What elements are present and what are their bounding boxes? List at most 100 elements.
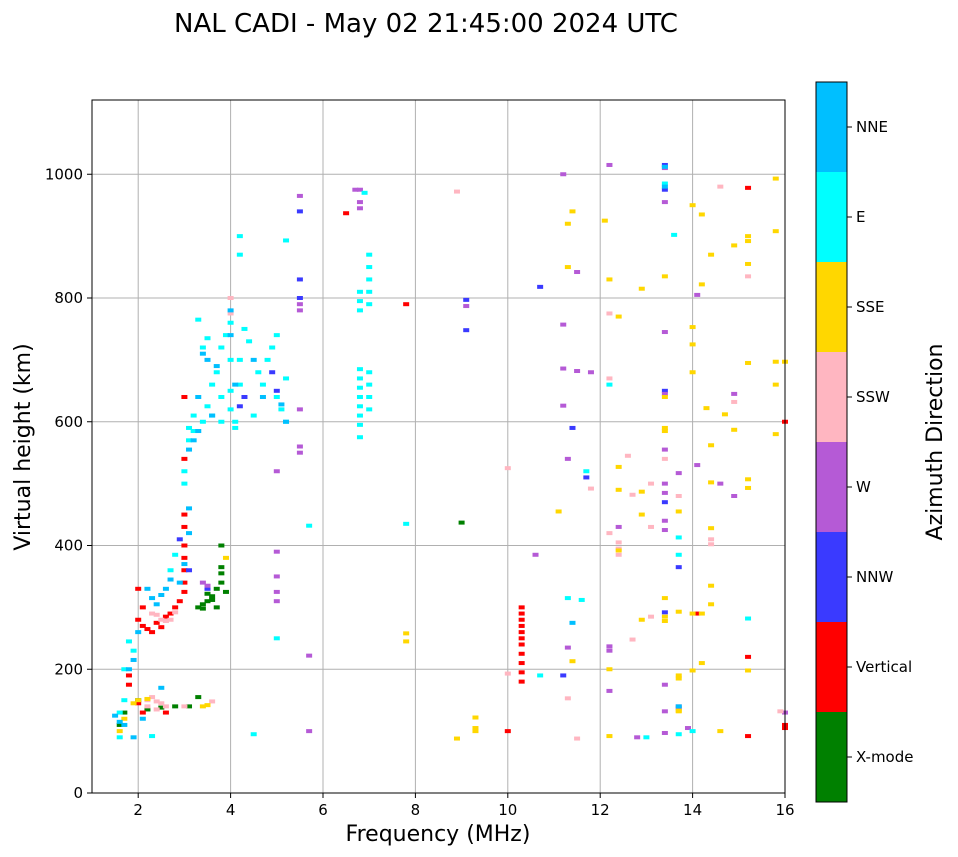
data-point-sse (403, 631, 410, 636)
data-point-e (643, 735, 650, 740)
data-point-w (273, 574, 280, 579)
data-point-nnw (583, 475, 590, 480)
data-point-ssw (167, 617, 174, 622)
data-point-w (560, 403, 567, 408)
data-point-nne (204, 357, 211, 362)
data-point-e (356, 413, 363, 418)
data-point-sse (615, 487, 622, 492)
data-point-sse (708, 583, 715, 588)
data-point-nne (176, 580, 183, 585)
data-point-e (167, 568, 174, 573)
data-point-e (356, 395, 363, 399)
data-point-ssw (629, 637, 636, 642)
data-point-e (186, 438, 193, 443)
data-point-e (366, 265, 373, 270)
data-point-w (273, 589, 280, 594)
data-point-vertical (181, 589, 188, 594)
data-point-sse (638, 489, 645, 494)
data-point-sse (745, 485, 752, 490)
data-point-vertical (518, 617, 525, 622)
data-point-sse (745, 360, 752, 365)
data-point-e (366, 289, 373, 294)
data-point-w (306, 653, 313, 658)
data-point-e (130, 648, 137, 653)
data-point-e (361, 190, 368, 195)
x-axis-label: Frequency (MHz) (346, 822, 531, 847)
data-point-vertical (518, 605, 525, 610)
data-point-ssw (209, 699, 216, 704)
data-point-e (583, 469, 590, 474)
data-point-nnw (186, 568, 193, 573)
data-point-sse (708, 602, 715, 607)
data-point-ssw (158, 617, 165, 622)
data-point-e (218, 345, 225, 350)
data-point-nne (661, 164, 668, 169)
data-point-sse (403, 639, 410, 644)
data-point-e (190, 429, 197, 434)
data-point-w (574, 270, 581, 275)
data-point-sse (472, 726, 479, 731)
data-point-vertical (694, 611, 701, 616)
data-point-e (236, 234, 243, 239)
x-tick-label: 12 (591, 801, 610, 819)
data-point-w (615, 524, 622, 529)
data-point-e (199, 419, 206, 424)
data-point-nne (250, 357, 257, 362)
data-point-ssw (162, 618, 169, 623)
data-point-e (204, 404, 211, 409)
data-point-ssw (587, 486, 594, 491)
data-point-e (209, 382, 216, 387)
data-point-ssw (708, 542, 715, 547)
data-point-vertical (167, 611, 174, 616)
data-point-sse (745, 477, 752, 482)
data-point-sse (135, 698, 142, 703)
colorbar-label-item: SSW (856, 388, 890, 406)
data-point-w (661, 391, 668, 396)
data-point-nne (186, 506, 193, 511)
data-point-nne (167, 577, 174, 582)
data-point-vertical (135, 617, 142, 622)
data-point-e (356, 422, 363, 427)
data-point-sse (689, 370, 696, 375)
data-point-ssw (648, 481, 655, 486)
data-point-vertical (153, 620, 160, 625)
data-point-vertical (125, 682, 132, 687)
data-point-sse (772, 229, 779, 234)
data-point-e (564, 596, 571, 601)
data-point-e (236, 252, 243, 257)
data-point-e (578, 597, 585, 602)
data-point-vertical (181, 555, 188, 560)
data-point-vertical (125, 673, 132, 678)
data-point-nnw (236, 404, 243, 409)
data-point-x-mode (458, 520, 465, 525)
data-point-sse (661, 274, 668, 279)
data-point-vertical (139, 710, 146, 715)
data-point-sse (731, 427, 738, 432)
data-point-sse (564, 265, 571, 270)
data-point-nne (158, 593, 165, 597)
data-point-e (366, 252, 373, 257)
data-point-sse (615, 314, 622, 319)
data-point-nne (130, 657, 137, 662)
data-point-e (306, 523, 313, 528)
data-point-w (463, 304, 470, 309)
x-tick-label: 4 (226, 801, 236, 819)
data-point-nnw (296, 296, 303, 300)
data-point-x-mode (144, 707, 151, 712)
data-point-sse (564, 221, 571, 226)
data-point-vertical (343, 211, 350, 216)
data-point-nne (195, 395, 202, 399)
data-point-e (125, 639, 132, 644)
data-point-nnw (463, 328, 470, 333)
data-point-e (116, 735, 123, 740)
data-point-nnw (537, 284, 544, 289)
data-point-sse (772, 432, 779, 437)
data-point-e (227, 407, 234, 412)
data-point-w (273, 549, 280, 554)
data-point-x-mode (116, 722, 123, 727)
data-point-x-mode (121, 710, 128, 715)
data-point-ssw (615, 552, 622, 557)
data-point-x-mode (186, 704, 193, 709)
data-point-vertical (144, 627, 151, 632)
data-point-vertical (149, 630, 156, 635)
